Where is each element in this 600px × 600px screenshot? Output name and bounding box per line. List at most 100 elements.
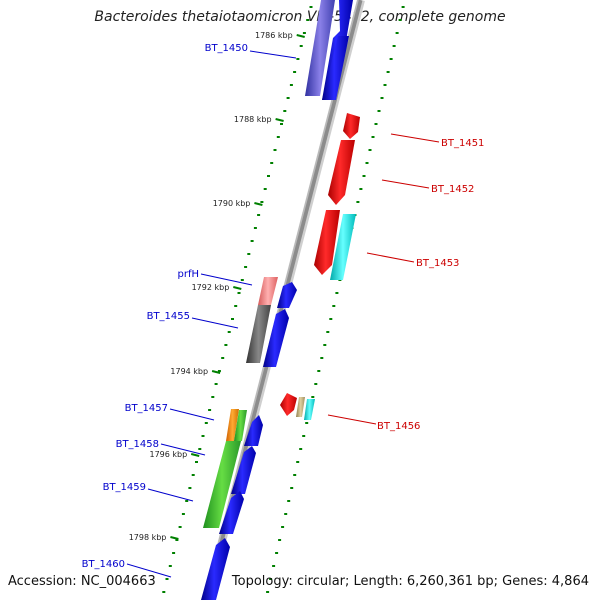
- inner-track-dot: [306, 19, 310, 21]
- gene-bt1457-cog2[interactable]: [234, 410, 247, 441]
- gene-prfh-cog[interactable]: [258, 277, 278, 305]
- outer-track-dot: [395, 32, 399, 34]
- gene-bt1452[interactable]: [328, 140, 355, 205]
- label-bt1459[interactable]: BT_1459: [103, 482, 146, 493]
- gene-bt1457[interactable]: [244, 415, 263, 446]
- gene-bt1450-cog[interactable]: [305, 0, 335, 96]
- outer-track-dot: [278, 539, 282, 541]
- label-bt1453[interactable]: BT_1453: [416, 258, 459, 269]
- inner-dotted-track: [162, 6, 313, 593]
- inner-track-dot: [273, 149, 277, 151]
- outer-track-dot: [320, 357, 324, 359]
- gene-prfh[interactable]: [277, 282, 297, 308]
- gene-bt1453-cog[interactable]: [330, 214, 356, 280]
- outer-track-dot: [287, 500, 291, 502]
- outer-track-dot: [380, 97, 384, 99]
- outer-track-dot: [356, 201, 360, 203]
- kbp-label: 1790 kbp: [213, 199, 251, 208]
- inner-track-dot: [178, 526, 182, 528]
- kbp-major-tick: [254, 202, 263, 206]
- inner-track-dot: [244, 266, 248, 268]
- inner-track-dot: [299, 45, 303, 47]
- inner-track-dot: [231, 318, 234, 320]
- inner-track-dot: [247, 253, 251, 255]
- inner-track-dot: [234, 305, 238, 307]
- kbp-label: 1786 kbp: [255, 31, 293, 40]
- outer-track-dot: [335, 292, 339, 294]
- outer-track-dot: [371, 136, 375, 138]
- label-bt1457[interactable]: BT_1457: [125, 403, 168, 414]
- gene-bt1456[interactable]: [280, 393, 297, 416]
- inner-track-dot: [217, 370, 221, 372]
- label-prfh[interactable]: prfH: [178, 269, 200, 280]
- gene-bt1460[interactable]: [201, 538, 230, 600]
- inner-track-dot: [270, 162, 274, 164]
- gene-bt1456-cog[interactable]: [296, 397, 305, 417]
- inner-track-dot: [276, 136, 280, 138]
- inner-track-dot: [208, 409, 212, 411]
- kbp-label: 1794 kbp: [170, 367, 208, 376]
- label-bt1460[interactable]: BT_1460: [82, 559, 125, 570]
- outer-track-dot: [374, 123, 378, 125]
- kbp-label: 1788 kbp: [234, 115, 272, 124]
- kbp-ticks: 1786 kbp 1788 kbp 1790 kbp 1792 kbp 1794 kbp…: [129, 31, 305, 542]
- inner-track-dot: [211, 396, 215, 398]
- label-bt1458[interactable]: BT_1458: [116, 439, 159, 450]
- outer-track-dot: [329, 318, 333, 320]
- gene-bt1455-cog[interactable]: [246, 305, 271, 363]
- gene-labels: BT_1450 prfH BT_1455 BT_1457 BT_1458 BT_…: [82, 43, 484, 578]
- gene-bt1459[interactable]: [219, 491, 244, 534]
- inner-track-dot: [227, 331, 231, 333]
- inner-track-dot: [162, 591, 166, 593]
- gene-bt1456-cog2[interactable]: [304, 399, 315, 420]
- outer-track-dot: [281, 526, 285, 528]
- gene-bt1451[interactable]: [343, 113, 360, 139]
- outer-track-dot: [332, 305, 336, 307]
- outer-track-dot: [269, 578, 273, 580]
- inner-track-dot: [280, 123, 283, 125]
- label-bt1456[interactable]: BT_1456: [377, 421, 420, 432]
- gene-bt1458[interactable]: [231, 446, 256, 494]
- outer-track-dot: [386, 71, 390, 73]
- outer-track-dot: [323, 344, 327, 346]
- outer-track-dot: [392, 45, 396, 47]
- outer-track-dot: [377, 110, 381, 112]
- inner-track-dot: [257, 214, 261, 216]
- inner-track-dot: [283, 110, 287, 112]
- gene-bt1453[interactable]: [314, 210, 340, 275]
- kbp-label: 1796 kbp: [149, 450, 187, 459]
- inner-track-dot: [267, 175, 270, 177]
- outer-track-dot: [314, 383, 318, 385]
- outer-track-dot: [266, 591, 270, 593]
- outer-track-dot: [296, 461, 300, 463]
- outer-track-dot: [275, 552, 279, 554]
- label-bt1450[interactable]: BT_1450: [205, 43, 248, 54]
- inner-track-dot: [195, 461, 198, 463]
- gene-bt1455[interactable]: [263, 309, 289, 367]
- inner-track-dot: [263, 188, 267, 190]
- outer-track-dot: [299, 448, 303, 450]
- kbp-major-tick: [170, 536, 179, 540]
- inner-track-dot: [289, 84, 293, 86]
- inner-track-dot: [260, 201, 264, 203]
- kbp-major-tick: [233, 286, 242, 290]
- inner-track-dot: [181, 513, 185, 515]
- outer-track-dot: [305, 422, 309, 424]
- inner-track-dot: [201, 435, 205, 437]
- gene-bt1457-cog[interactable]: [226, 409, 239, 441]
- inner-track-dot: [302, 32, 306, 34]
- gene-bt1458-cog[interactable]: [203, 441, 241, 528]
- inner-track-dot: [191, 474, 195, 476]
- label-bt1452[interactable]: BT_1452: [431, 184, 474, 195]
- inner-track-dot: [214, 383, 218, 385]
- inner-track-dot: [188, 487, 192, 489]
- inner-track-dot: [286, 97, 290, 99]
- outer-track-dot: [398, 19, 402, 21]
- label-bt1455[interactable]: BT_1455: [147, 311, 190, 322]
- outer-track-dot: [317, 370, 321, 372]
- inner-track-dot: [309, 6, 313, 8]
- inner-track-dot: [204, 422, 208, 424]
- inner-track-dot: [293, 71, 297, 73]
- label-bt1451[interactable]: BT_1451: [441, 138, 484, 149]
- kbp-major-tick: [275, 118, 284, 122]
